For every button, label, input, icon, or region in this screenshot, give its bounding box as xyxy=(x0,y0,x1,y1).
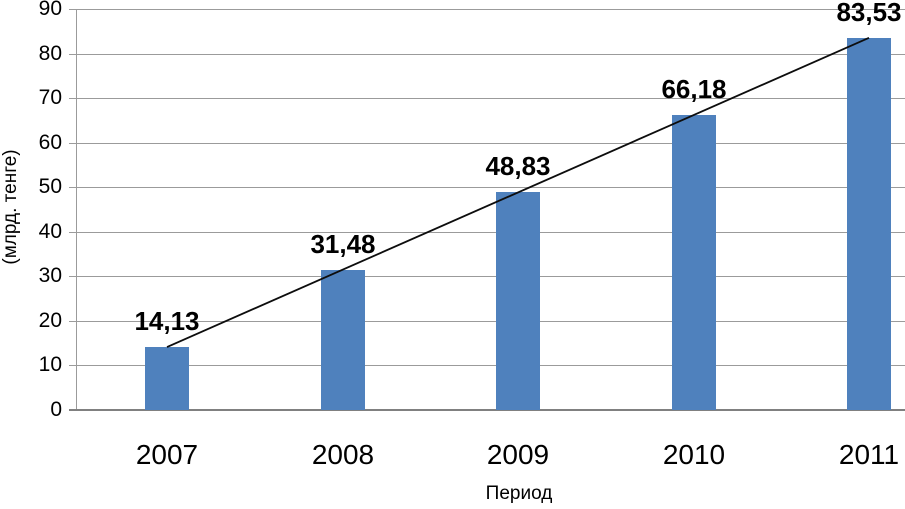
y-tick-label: 30 xyxy=(38,264,62,287)
data-label: 83,53 xyxy=(836,0,902,27)
bar xyxy=(496,192,540,410)
gridline xyxy=(69,54,905,55)
gridline xyxy=(69,143,905,144)
y-tick-label: 40 xyxy=(38,220,62,243)
y-tick-label: 10 xyxy=(38,353,62,376)
x-axis-line xyxy=(69,409,905,411)
y-tick-label: 80 xyxy=(38,42,62,65)
gridline xyxy=(69,98,905,99)
bar xyxy=(672,115,716,410)
y-tick-label: 0 xyxy=(50,398,62,421)
data-label: 14,13 xyxy=(134,306,200,336)
x-tick-label: 2007 xyxy=(135,439,199,470)
y-tick-label: 60 xyxy=(38,131,62,154)
x-tick-label: 2011 xyxy=(838,439,900,470)
gridline xyxy=(69,365,905,366)
bar xyxy=(847,38,891,410)
data-label: 31,48 xyxy=(310,229,376,259)
data-label: 48,83 xyxy=(485,151,551,181)
y-tick-label: 20 xyxy=(38,309,62,332)
y-tick-label: 50 xyxy=(38,175,62,198)
bar xyxy=(145,347,189,410)
y-tick-label: 90 xyxy=(38,0,62,20)
x-axis-title: Период xyxy=(485,483,553,504)
gridline xyxy=(69,187,905,188)
x-tick-label: 2009 xyxy=(486,439,550,470)
gridline xyxy=(69,9,905,10)
y-tick-label: 70 xyxy=(38,86,62,109)
gridline xyxy=(69,276,905,277)
x-tick-label: 2010 xyxy=(662,439,726,470)
x-tick-label: 2008 xyxy=(311,439,375,470)
data-label: 66,18 xyxy=(661,74,727,104)
gridline xyxy=(69,232,905,233)
y-axis-line xyxy=(76,9,77,410)
bar xyxy=(321,270,365,410)
